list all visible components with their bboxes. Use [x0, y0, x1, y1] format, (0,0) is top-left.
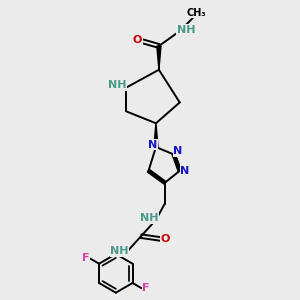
Text: NH: NH: [110, 246, 129, 256]
Text: NH: NH: [108, 80, 127, 90]
Text: O: O: [161, 234, 170, 244]
Text: O: O: [133, 35, 142, 45]
Polygon shape: [154, 123, 158, 147]
Text: N: N: [173, 146, 183, 157]
Text: CH₃: CH₃: [186, 8, 206, 18]
Text: NH: NH: [177, 25, 196, 35]
Text: N: N: [180, 166, 190, 176]
Polygon shape: [157, 46, 161, 70]
Text: F: F: [142, 283, 150, 293]
Text: NH: NH: [140, 213, 159, 224]
Text: N: N: [148, 140, 157, 150]
Text: F: F: [82, 254, 89, 263]
